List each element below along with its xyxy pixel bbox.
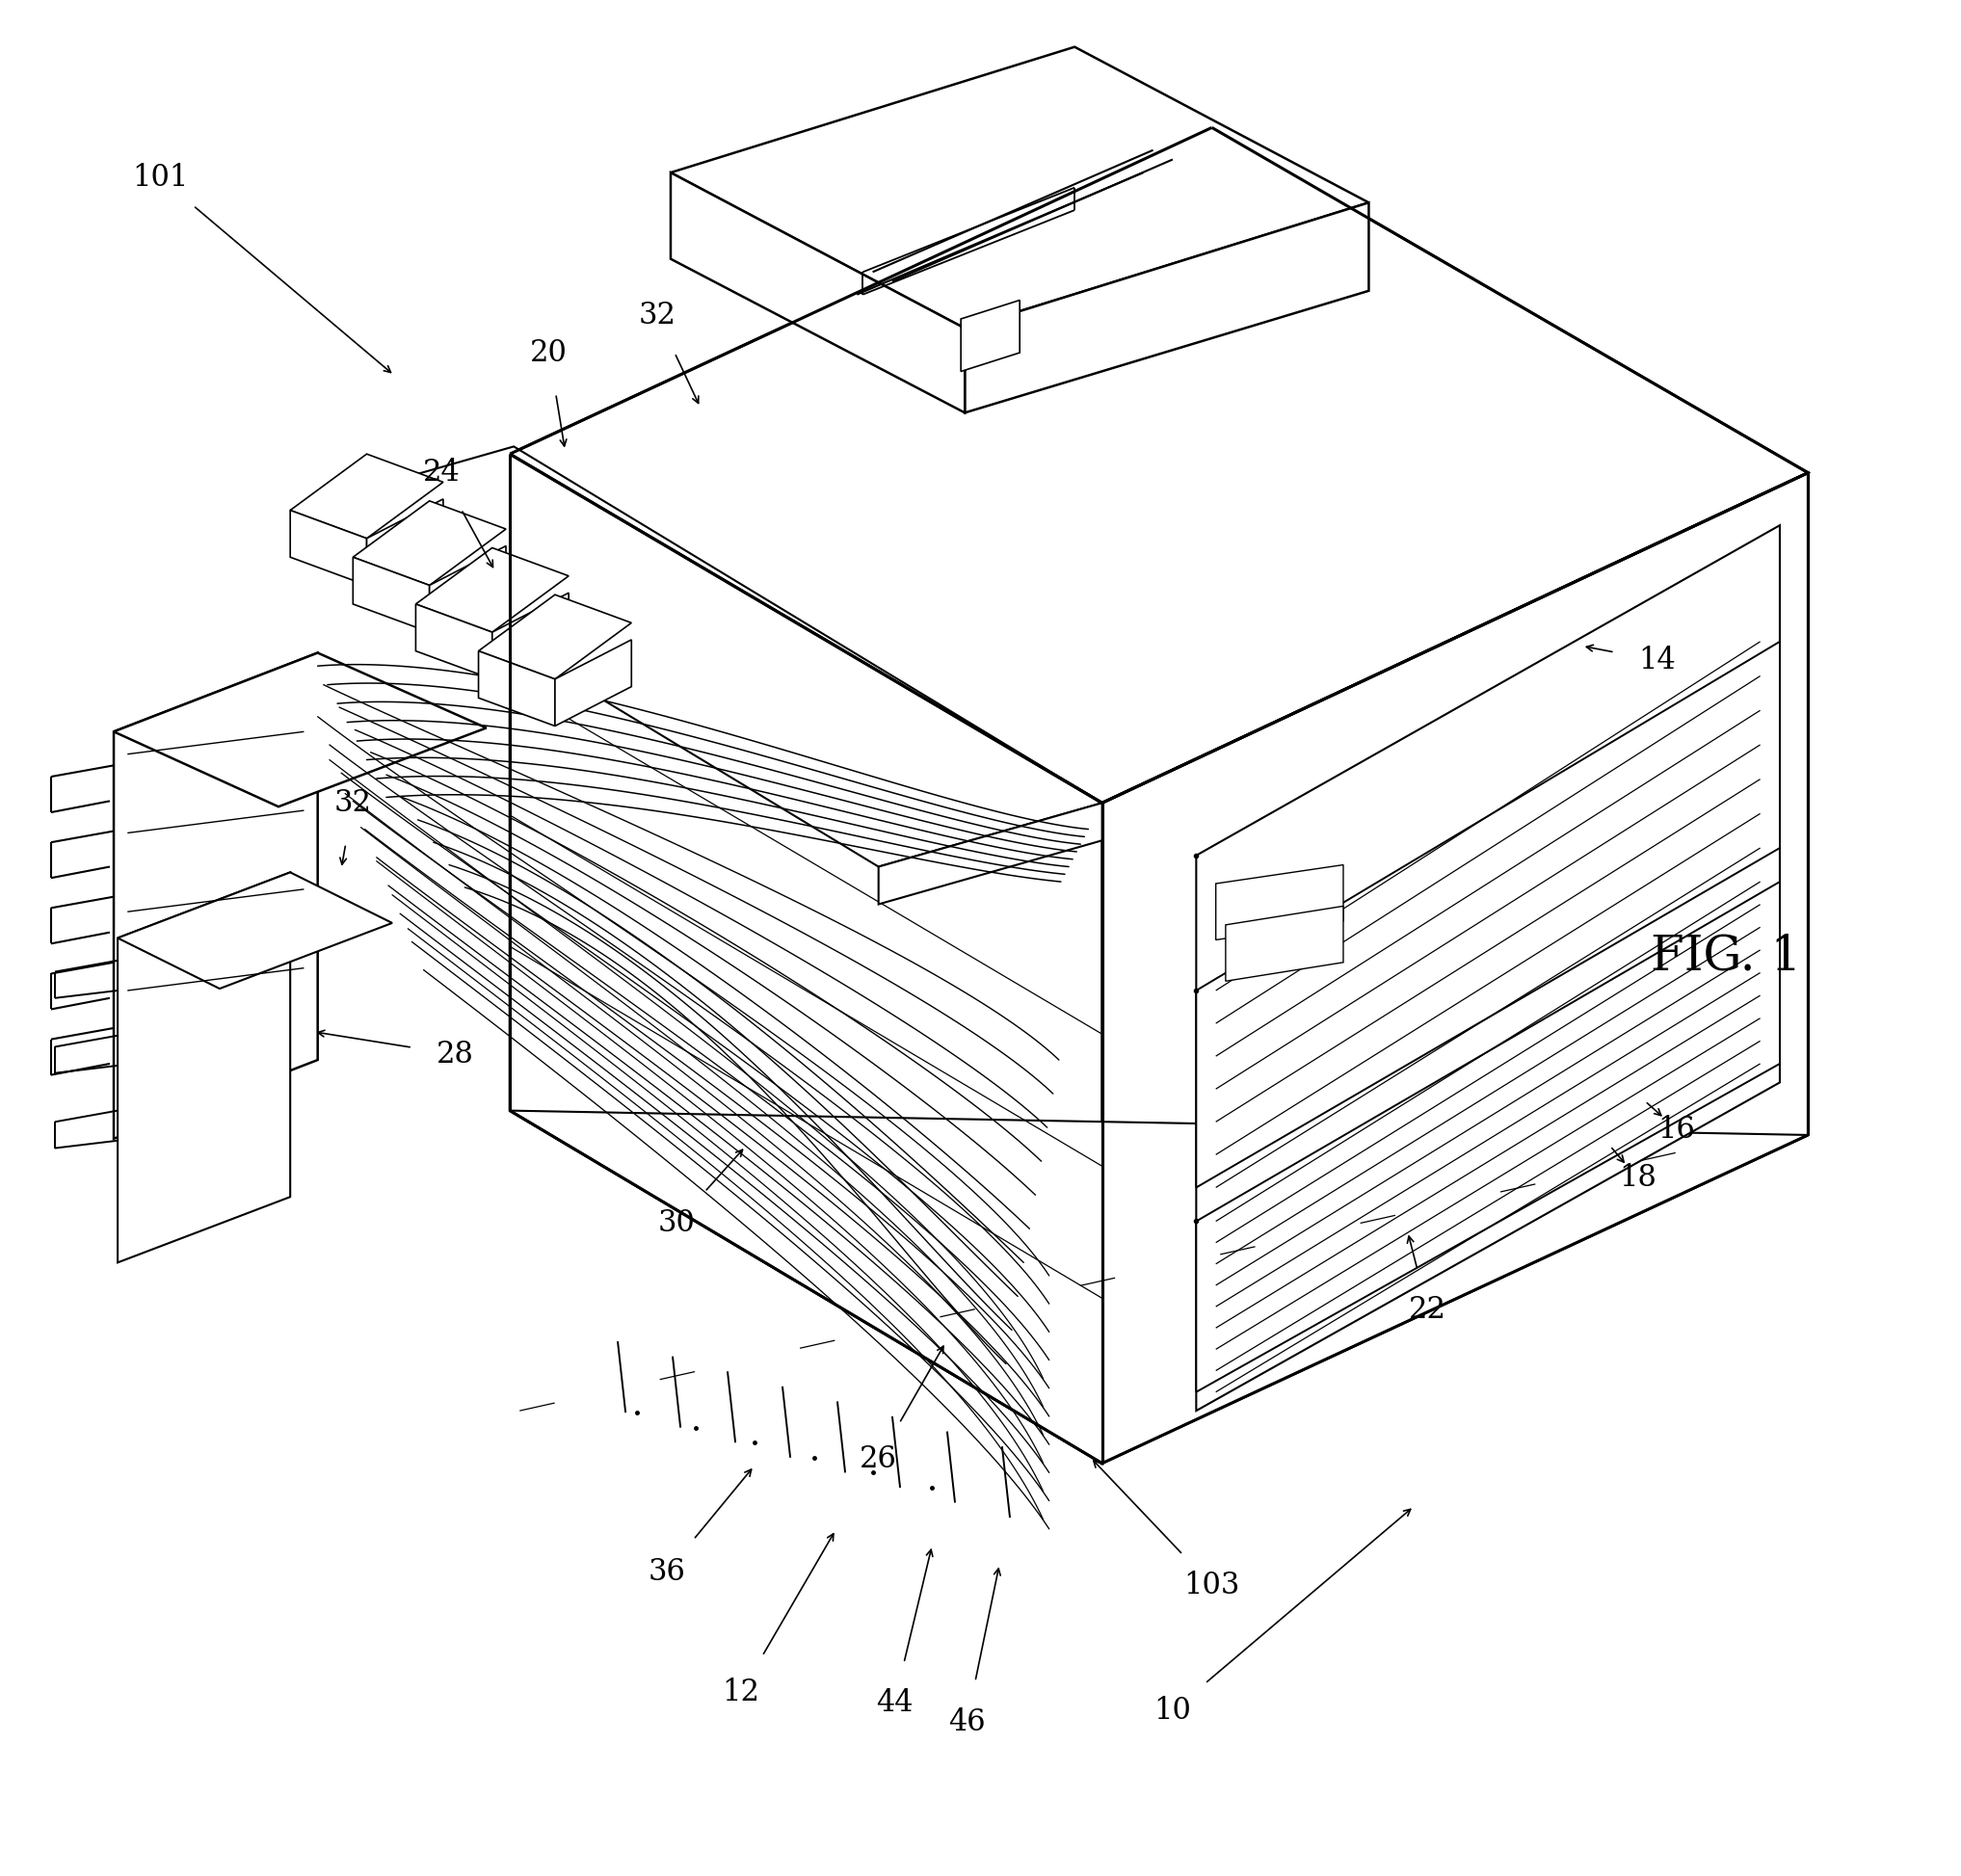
Polygon shape bbox=[290, 454, 443, 538]
Text: 28: 28 bbox=[435, 1039, 475, 1069]
Polygon shape bbox=[492, 593, 569, 679]
Text: 103: 103 bbox=[1184, 1570, 1239, 1600]
Text: 24: 24 bbox=[422, 458, 461, 488]
Text: 16: 16 bbox=[1657, 1114, 1696, 1144]
Text: 101: 101 bbox=[133, 163, 188, 193]
Polygon shape bbox=[671, 173, 965, 413]
Polygon shape bbox=[478, 651, 555, 726]
Text: 32: 32 bbox=[637, 300, 677, 330]
Polygon shape bbox=[1226, 906, 1343, 981]
Text: 14: 14 bbox=[1637, 645, 1677, 675]
Polygon shape bbox=[118, 872, 290, 1263]
Polygon shape bbox=[510, 454, 1102, 1463]
Polygon shape bbox=[290, 446, 1102, 867]
Polygon shape bbox=[1216, 865, 1343, 940]
Polygon shape bbox=[290, 510, 367, 585]
Polygon shape bbox=[353, 501, 506, 585]
Text: 10: 10 bbox=[1153, 1696, 1192, 1726]
Polygon shape bbox=[1102, 473, 1808, 1463]
Polygon shape bbox=[1196, 525, 1781, 1411]
Polygon shape bbox=[118, 872, 392, 989]
Polygon shape bbox=[961, 300, 1020, 371]
Polygon shape bbox=[416, 548, 569, 632]
Text: 20: 20 bbox=[529, 338, 569, 368]
Polygon shape bbox=[555, 640, 631, 726]
Text: 18: 18 bbox=[1618, 1163, 1657, 1193]
Polygon shape bbox=[416, 604, 492, 679]
Polygon shape bbox=[114, 653, 318, 1139]
Text: 22: 22 bbox=[1408, 1294, 1447, 1324]
Polygon shape bbox=[510, 128, 1808, 803]
Text: 30: 30 bbox=[657, 1208, 696, 1238]
Polygon shape bbox=[671, 47, 1369, 328]
Polygon shape bbox=[367, 499, 443, 585]
Polygon shape bbox=[1196, 642, 1781, 1188]
Text: 36: 36 bbox=[647, 1557, 686, 1587]
Polygon shape bbox=[510, 1111, 1808, 1463]
Polygon shape bbox=[879, 803, 1102, 904]
Polygon shape bbox=[965, 203, 1369, 413]
Text: 44: 44 bbox=[877, 1688, 912, 1718]
Text: 32: 32 bbox=[333, 788, 373, 818]
Polygon shape bbox=[114, 653, 486, 807]
Polygon shape bbox=[1196, 882, 1781, 1392]
Text: FIG. 1: FIG. 1 bbox=[1651, 932, 1800, 981]
Text: 12: 12 bbox=[722, 1677, 761, 1707]
Polygon shape bbox=[429, 546, 506, 632]
Text: 46: 46 bbox=[949, 1707, 984, 1737]
Polygon shape bbox=[353, 557, 429, 632]
Text: 26: 26 bbox=[859, 1445, 898, 1475]
Polygon shape bbox=[478, 595, 631, 679]
